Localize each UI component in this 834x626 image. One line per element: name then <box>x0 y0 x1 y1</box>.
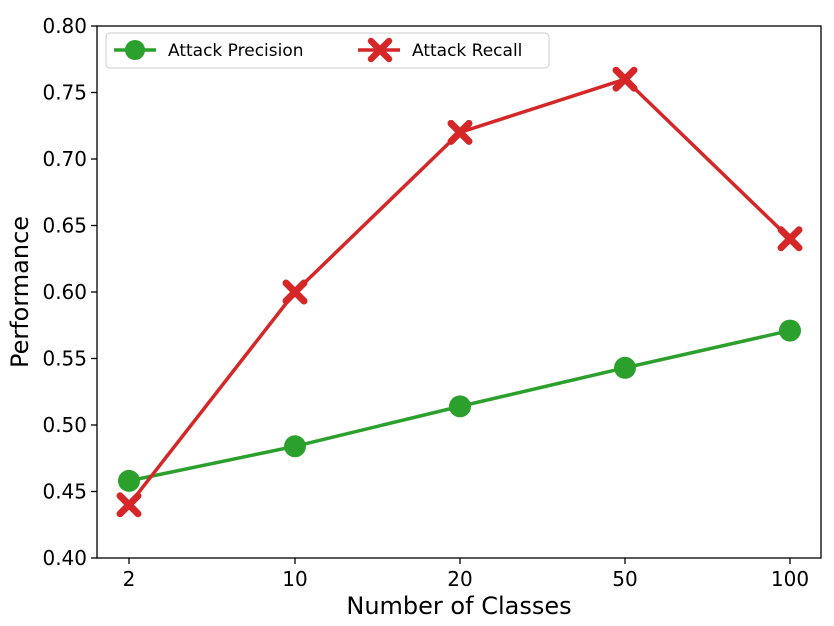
legend-label-precision: Attack Precision <box>168 41 304 61</box>
y-tick-label: 0.40 <box>42 546 87 570</box>
x-tick-label: 2 <box>123 567 136 591</box>
legend-label-recall: Attack Recall <box>412 41 522 61</box>
y-tick-label: 0.50 <box>42 413 87 437</box>
y-axis-ticks: 0.40 0.45 0.50 0.55 0.60 0.65 0.70 0.75 0.80 <box>42 14 97 570</box>
legend-marker-precision <box>125 40 145 60</box>
y-tick-label: 0.80 <box>42 14 87 38</box>
y-tick-label: 0.70 <box>42 147 87 171</box>
x-tick-label: 20 <box>447 567 472 591</box>
data-point-attack-precision <box>284 435 306 458</box>
y-tick-label: 0.65 <box>42 214 87 238</box>
legend-marker-recall <box>367 37 393 63</box>
y-tick-label: 0.45 <box>42 480 87 504</box>
x-tick-label: 10 <box>282 567 307 591</box>
legend-box <box>105 32 550 69</box>
data-point-attack-precision <box>449 395 471 418</box>
data-point-attack-recall <box>282 279 308 305</box>
y-axis-title: Performance <box>6 216 34 368</box>
data-point-attack-precision <box>779 319 801 342</box>
data-point-attack-recall <box>116 492 142 518</box>
x-tick-label: 100 <box>771 567 809 591</box>
y-tick-label: 0.75 <box>42 81 87 105</box>
series-layer <box>116 66 803 518</box>
x-axis-ticks: 2 10 20 50 100 <box>123 558 809 591</box>
data-point-attack-recall <box>447 119 473 145</box>
y-tick-label: 0.55 <box>42 347 87 371</box>
series-line-attack-recall <box>127 77 792 506</box>
y-tick-label: 0.60 <box>42 280 87 304</box>
legend: Attack Precision Attack Recall <box>105 32 550 69</box>
data-point-attack-precision <box>118 469 140 492</box>
x-axis-title: Number of Classes <box>346 592 571 620</box>
plot-frame <box>96 25 822 559</box>
data-point-attack-precision <box>614 356 636 379</box>
x-tick-label: 50 <box>612 567 637 591</box>
data-point-attack-recall <box>612 66 638 92</box>
data-point-attack-recall <box>777 226 803 252</box>
